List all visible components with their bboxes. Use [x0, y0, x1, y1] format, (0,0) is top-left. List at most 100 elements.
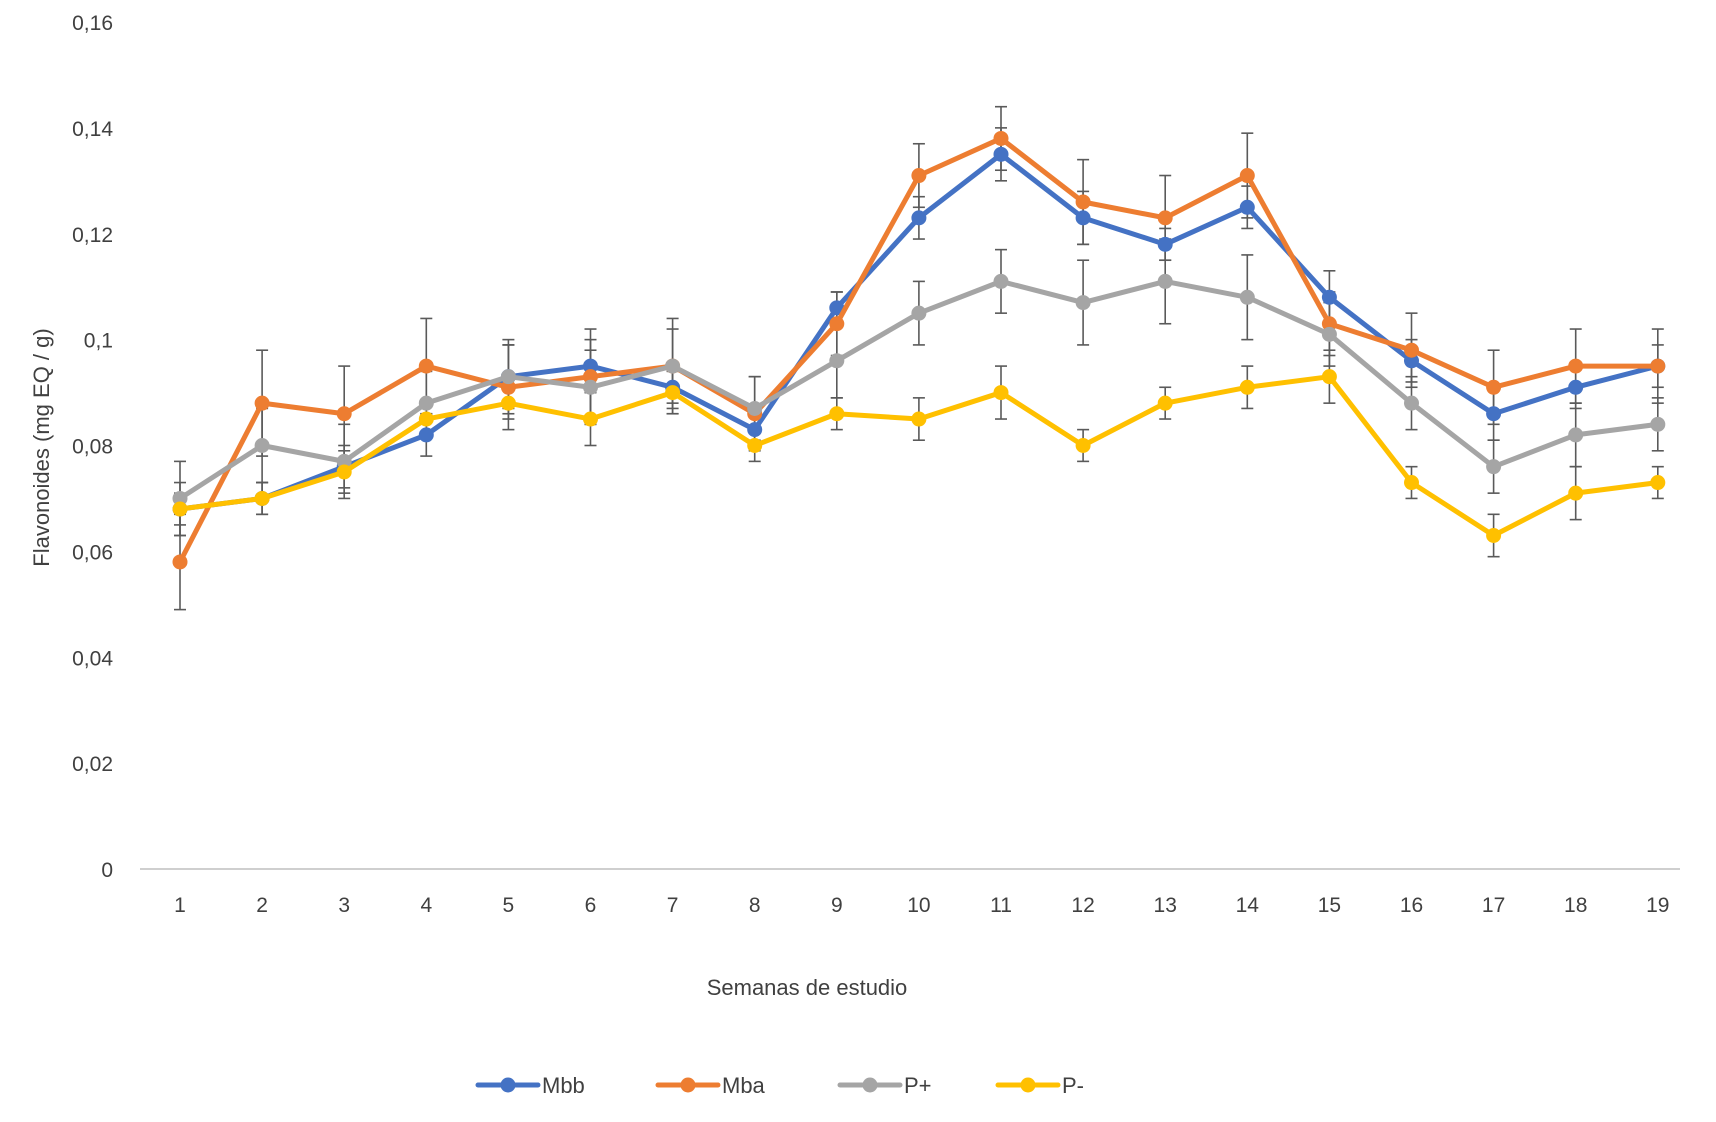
data-point — [1486, 406, 1502, 422]
x-tick-label: 1 — [174, 894, 186, 917]
x-tick-label: 9 — [831, 894, 843, 917]
x-tick-label: 10 — [907, 894, 930, 917]
data-point — [500, 395, 516, 411]
data-point — [583, 379, 598, 395]
x-tick-label: 5 — [503, 894, 515, 917]
legend-item: P- — [995, 1073, 1084, 1098]
y-tick-label: 0,04 — [72, 647, 113, 670]
x-tick-label: 15 — [1318, 894, 1341, 917]
legend-label: P- — [1062, 1073, 1084, 1098]
data-point — [418, 395, 434, 411]
data-point — [1239, 168, 1255, 184]
data-point — [500, 379, 516, 395]
data-point — [583, 411, 598, 427]
x-axis-ticks: 1 2 3 4 5 6 7 8 9 10 11 12 13 14 15 16 17 18 19 — [174, 894, 1669, 917]
data-point — [336, 406, 352, 422]
data-point — [747, 400, 763, 416]
data-point — [254, 395, 270, 411]
data-point — [1157, 210, 1173, 226]
data-point — [1650, 475, 1666, 491]
data-point — [993, 146, 1009, 162]
data-point — [993, 130, 1009, 146]
x-tick-label: 16 — [1400, 894, 1423, 917]
data-point — [993, 273, 1009, 289]
series-4 — [172, 369, 1666, 543]
x-tick-label: 17 — [1482, 894, 1505, 917]
data-point — [911, 168, 927, 184]
data-point — [747, 438, 763, 453]
x-tick-label: 2 — [256, 894, 268, 917]
legend-item: Mba — [655, 1073, 766, 1098]
y-tick-label: 0,16 — [72, 12, 113, 35]
x-tick-label: 14 — [1236, 894, 1260, 917]
data-point — [418, 358, 434, 374]
data-point — [1239, 379, 1255, 395]
data-point — [1157, 236, 1173, 252]
y-tick-label: 0,08 — [72, 436, 113, 459]
data-point — [829, 353, 845, 369]
data-point — [911, 411, 927, 427]
data-point — [1157, 395, 1173, 411]
data-point — [1075, 438, 1091, 453]
x-tick-label: 6 — [585, 894, 597, 917]
y-tick-label: 0,06 — [72, 541, 113, 564]
legend-label: P+ — [904, 1073, 932, 1098]
legend-label: Mbb — [542, 1073, 585, 1098]
data-point — [993, 385, 1009, 401]
data-point — [1486, 379, 1502, 395]
data-point — [911, 210, 927, 226]
data-point — [1568, 427, 1584, 443]
y-tick-label: 0,02 — [72, 753, 113, 776]
data-point — [911, 305, 927, 321]
data-point — [172, 490, 188, 506]
legend-swatch-marker — [500, 1077, 516, 1093]
legend-label: Mba — [722, 1073, 766, 1098]
data-point — [1404, 395, 1419, 411]
data-point — [665, 385, 681, 401]
data-point — [1650, 416, 1666, 432]
data-point — [1321, 316, 1337, 332]
data-point — [1321, 289, 1337, 305]
y-tick-label: 0,12 — [72, 224, 113, 247]
data-point — [1568, 379, 1584, 395]
data-point — [1075, 210, 1091, 226]
x-tick-label: 3 — [338, 894, 350, 917]
data-point — [1321, 326, 1337, 342]
x-tick-label: 19 — [1646, 894, 1669, 917]
data-point — [336, 464, 352, 480]
data-point — [1404, 353, 1419, 369]
data-point — [1568, 358, 1584, 374]
data-point — [829, 300, 845, 316]
y-tick-label: 0,14 — [72, 118, 113, 141]
data-point — [1404, 475, 1419, 491]
data-point — [500, 369, 516, 385]
data-point — [172, 501, 188, 517]
data-point — [747, 422, 763, 438]
legend: Mbb Mba P+ P- — [475, 1073, 1084, 1098]
data-point — [418, 411, 434, 427]
data-point — [665, 358, 681, 374]
data-point — [254, 490, 270, 506]
data-point — [336, 453, 352, 469]
series-1 — [172, 146, 1666, 517]
x-tick-label: 12 — [1071, 894, 1094, 917]
x-tick-label: 8 — [749, 894, 761, 917]
y-axis-ticks: 0 0,02 0,04 0,06 0,08 0,1 0,12 0,14 0,16 — [72, 12, 113, 882]
data-point — [1568, 485, 1584, 501]
x-axis-title: Semanas de estudio — [707, 975, 908, 1000]
data-point — [829, 316, 845, 332]
data-point — [254, 438, 270, 453]
x-tick-label: 11 — [990, 894, 1012, 917]
x-tick-label: 13 — [1154, 894, 1177, 917]
data-point — [1239, 289, 1255, 305]
data-point — [1486, 459, 1502, 475]
data-point — [1157, 273, 1173, 289]
legend-swatch-marker — [862, 1077, 878, 1093]
data-point — [583, 358, 598, 374]
data-point — [1321, 369, 1337, 385]
data-point — [1239, 199, 1255, 215]
x-tick-label: 4 — [420, 894, 432, 917]
x-tick-label: 18 — [1564, 894, 1587, 917]
